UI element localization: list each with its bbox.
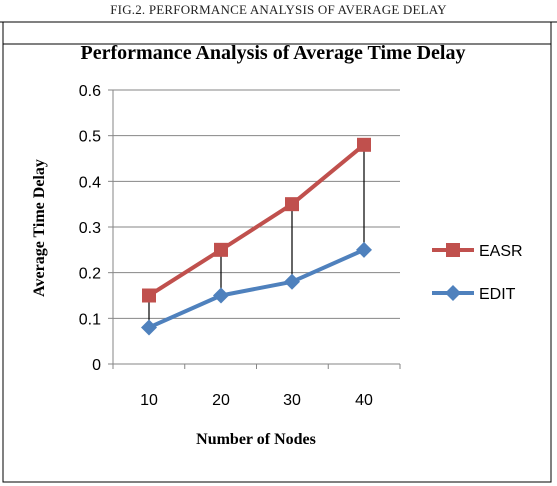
- y-tick-label: 0.4: [79, 174, 101, 191]
- series-line-edit: [148, 248, 365, 330]
- y-tick-label: 0.3: [79, 220, 101, 237]
- figure-caption: FIG.2. PERFORMANCE ANALYSIS OF AVERAGE D…: [110, 2, 447, 17]
- legend-label-easr: EASR: [479, 243, 523, 260]
- legend-marker-easr: [446, 243, 460, 257]
- y-tick-label: 0.5: [79, 129, 101, 146]
- x-tick-labels: 10 20 30 40: [140, 392, 373, 409]
- x-axis-label: Number of Nodes: [196, 431, 316, 448]
- data-point-edit: [213, 287, 229, 304]
- legend-marker-edit: [445, 285, 461, 301]
- data-point-easr: [357, 137, 371, 152]
- series: [141, 137, 372, 336]
- y-tick-labels: 0 0.1 0.2 0.3 0.4 0.5 0.6: [79, 83, 101, 374]
- legend: EASR EDIT: [432, 243, 523, 303]
- data-point-easr: [214, 242, 228, 257]
- chart-title: Performance Analysis of Average Time Del…: [81, 42, 466, 64]
- axes: [108, 89, 401, 369]
- series-line-easr: [147, 143, 366, 298]
- chart-frame: [2, 21, 552, 483]
- data-point-edit: [141, 319, 157, 336]
- x-tick-label: 30: [283, 392, 301, 409]
- data-point-easr: [285, 197, 299, 212]
- x-tick-label: 40: [355, 392, 373, 409]
- y-tick-label: 0.1: [79, 311, 101, 328]
- data-point-edit: [284, 273, 300, 290]
- x-tick-label: 10: [140, 392, 158, 409]
- y-tick-label: 0.6: [79, 83, 101, 100]
- y-tick-label: 0: [92, 357, 101, 374]
- data-point-easr: [142, 288, 156, 303]
- y-axis-label: Average Time Delay: [31, 159, 48, 297]
- data-point-edit: [356, 241, 372, 258]
- x-tick-label: 20: [212, 392, 230, 409]
- legend-label-edit: EDIT: [479, 286, 516, 303]
- gridlines: [113, 89, 400, 319]
- y-tick-label: 0.2: [79, 266, 101, 283]
